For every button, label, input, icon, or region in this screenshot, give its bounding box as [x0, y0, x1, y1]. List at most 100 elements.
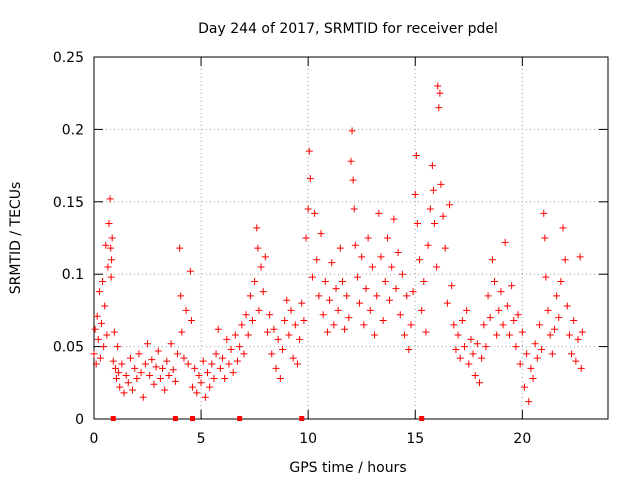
data-point: [204, 369, 212, 377]
data-point: [133, 374, 141, 382]
data-point: [574, 335, 582, 343]
data-point: [375, 209, 383, 217]
x-tick-label: 15: [406, 431, 424, 447]
data-point: [533, 354, 541, 362]
data-point: [493, 331, 501, 339]
data-point: [283, 296, 291, 304]
data-point: [244, 331, 252, 339]
data-point: [490, 277, 498, 285]
plot-frame: [93, 56, 609, 420]
data-point: [161, 386, 169, 394]
data-point: [124, 379, 132, 387]
data-point: [152, 363, 160, 371]
data-point: [93, 312, 101, 320]
data-point: [114, 343, 122, 351]
data-point: [441, 244, 449, 252]
data-point: [512, 343, 520, 351]
data-point: [315, 292, 323, 300]
data-point: [95, 288, 103, 296]
data-point: [238, 321, 246, 329]
data-point: [116, 383, 124, 391]
data-point: [107, 244, 115, 252]
data-point: [287, 306, 295, 314]
data-point: [135, 350, 143, 358]
data-point: [358, 253, 366, 261]
data-point: [94, 335, 102, 343]
data-point: [167, 340, 175, 348]
data-point: [428, 162, 436, 170]
data-point: [225, 360, 233, 368]
data-point: [197, 379, 205, 387]
data-point: [251, 277, 259, 285]
data-point: [433, 263, 441, 271]
y-axis-label: SRMTID / TECUs: [8, 182, 24, 295]
data-point: [390, 215, 398, 223]
data-point: [319, 311, 327, 319]
data-point: [439, 212, 447, 220]
data-point: [189, 383, 197, 391]
data-point: [456, 354, 464, 362]
data-point: [499, 321, 507, 329]
data-point: [306, 175, 314, 183]
data-point: [345, 314, 353, 322]
data-point: [311, 209, 319, 217]
data-point: [350, 205, 358, 213]
data-point: [557, 277, 565, 285]
data-point: [424, 241, 432, 249]
data-point: [540, 209, 548, 217]
data-point: [263, 328, 271, 336]
data-point: [102, 241, 110, 249]
data-point: [126, 354, 134, 362]
data-point: [182, 306, 190, 314]
data-point: [219, 354, 226, 362]
data-point: [480, 321, 488, 329]
data-point: [180, 354, 188, 362]
data-point: [206, 383, 214, 391]
data-point: [313, 256, 321, 264]
y-tick-label: 0.2: [62, 122, 84, 138]
data-point: [100, 343, 108, 351]
data-point: [495, 306, 503, 314]
data-point: [106, 195, 114, 203]
data-point: [291, 321, 299, 329]
data-point: [253, 224, 261, 232]
data-point: [486, 314, 494, 322]
data-point: [383, 234, 391, 242]
data-point: [443, 299, 451, 307]
data-point: [356, 299, 364, 307]
data-point: [565, 331, 573, 339]
data-point: [154, 347, 162, 355]
data-point: [379, 317, 387, 325]
data-point: [108, 256, 116, 264]
data-point: [254, 244, 262, 252]
data-point: [503, 302, 511, 310]
data-point: [353, 273, 361, 281]
data-point: [437, 180, 445, 188]
data-point: [392, 285, 400, 293]
x-axis-label: GPS time / hours: [289, 460, 406, 476]
data-point: [529, 374, 537, 382]
data-point: [248, 317, 256, 325]
data-point: [308, 273, 316, 281]
data-point: [141, 360, 149, 368]
data-point: [435, 104, 443, 112]
data-point: [523, 350, 531, 358]
data-point: [343, 292, 351, 300]
data-point: [300, 317, 308, 325]
data-point: [177, 292, 185, 300]
data-point: [572, 357, 580, 365]
data-point: [341, 325, 349, 333]
data-point: [426, 205, 434, 213]
data-point: [186, 267, 194, 275]
data-point: [548, 350, 556, 358]
data-point: [109, 357, 117, 365]
data-point: [388, 263, 396, 271]
data-point: [255, 306, 263, 314]
data-point: [236, 343, 244, 351]
data-point: [394, 248, 402, 256]
data-point: [518, 328, 526, 336]
data-point: [122, 372, 130, 380]
data-point: [261, 253, 269, 261]
data-point: [448, 282, 456, 290]
data-point: [576, 253, 584, 261]
